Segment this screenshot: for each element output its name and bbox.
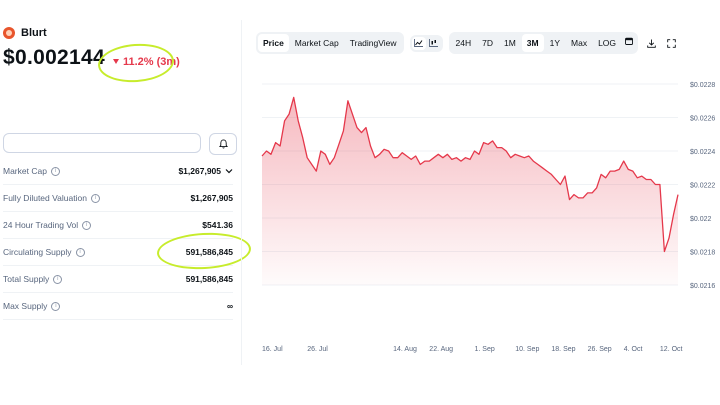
tab-max[interactable]: Max <box>571 38 588 48</box>
price-row: $0.002144 11.2% (3m) <box>3 46 180 70</box>
stat-label: Circulating Supply i <box>3 247 85 257</box>
x-tick-label: 26. Sep <box>588 346 612 353</box>
stat-row-circulating-supply: Circulating Supply i 591,586,845 <box>3 239 233 266</box>
x-tick-label: 14. Aug <box>393 346 417 353</box>
price-series-line <box>261 96 679 253</box>
coin-name: Blurt <box>21 27 47 39</box>
chart-style-tabs <box>409 34 443 52</box>
tab-tradingview[interactable]: TradingView <box>349 38 397 48</box>
stat-value: 591,586,845 <box>185 274 233 284</box>
search-row <box>3 133 237 155</box>
candle-chart-icon[interactable] <box>427 37 441 50</box>
download-icon[interactable] <box>644 35 658 51</box>
coin-info-panel: Blurt $0.002144 11.2% (3m) Market Cap i $… <box>0 0 252 405</box>
x-tick-label: 10. Sep <box>515 346 539 353</box>
y-tick-label: $0.0218 <box>690 250 715 257</box>
price-alert-button[interactable] <box>209 133 237 155</box>
price-chart-svg: $0.0228 $0.0226 $0.0224 $0.0222 $0.022 $0.021… <box>261 82 715 353</box>
price-change-value: 11.2% (3m) <box>122 55 180 68</box>
y-tick-label: $0.0216 <box>690 283 715 290</box>
price-chart[interactable]: $0.0228 $0.0226 $0.0224 $0.0222 $0.022 $0.021… <box>256 72 720 362</box>
price-area-fill <box>262 97 678 286</box>
price-change: 11.2% (3m) <box>112 55 180 68</box>
info-icon[interactable]: i <box>82 220 92 230</box>
y-tick-label: $0.0228 <box>690 82 715 89</box>
chart-type-tabs: Price Market Cap TradingView <box>256 32 404 54</box>
line-chart-icon[interactable] <box>411 36 426 50</box>
y-tick-label: $0.0222 <box>690 183 715 190</box>
stat-label: 24 Hour Trading Vol i <box>3 220 92 230</box>
stat-value: $541.36 <box>202 220 233 230</box>
stat-value: 591,586,845 <box>185 247 233 257</box>
x-tick-label: 26. Jul <box>307 346 328 353</box>
tab-1m[interactable]: 1M <box>503 38 516 48</box>
coin-price: $0.002144 <box>3 46 105 69</box>
panel-divider <box>241 20 242 365</box>
tab-log[interactable]: LOG <box>598 38 617 48</box>
blurt-logo-icon <box>3 27 15 39</box>
search-input[interactable] <box>3 133 201 153</box>
x-tick-label: 22. Aug <box>429 346 453 353</box>
stat-value: ∞ <box>226 301 233 311</box>
tab-price[interactable]: Price <box>258 34 289 52</box>
calendar-icon[interactable] <box>622 34 636 47</box>
stat-label: Fully Diluted Valuation i <box>3 193 100 203</box>
tab-24h[interactable]: 24H <box>455 38 472 48</box>
stat-label: Market Cap i <box>3 166 60 176</box>
x-tick-label: 1. Sep <box>475 346 495 353</box>
y-tick-label: $0.0224 <box>690 149 715 156</box>
stat-row-total-supply: Total Supply i 591,586,845 <box>3 266 233 293</box>
y-tick-label: $0.0226 <box>690 116 715 123</box>
stat-value: $1,267,905 <box>190 193 233 203</box>
stat-label: Total Supply i <box>3 274 63 284</box>
stats-list: Market Cap i $1,267,905 Fully Diluted Val… <box>3 158 233 320</box>
stat-row-max-supply: Max Supply i ∞ <box>3 293 233 320</box>
tab-1y[interactable]: 1Y <box>549 38 561 48</box>
tab-3m[interactable]: 3M <box>521 34 544 52</box>
info-icon[interactable]: i <box>50 166 60 176</box>
range-tabs: 24H 7D 1M 3M 1Y Max LOG <box>448 32 639 54</box>
y-tick-label: $0.022 <box>690 216 712 223</box>
chart-toolbar: Price Market Cap TradingView 24H 7D 1M 3… <box>256 32 678 54</box>
stat-row-market-cap: Market Cap i $1,267,905 <box>3 158 233 185</box>
expand-icon[interactable] <box>664 35 678 51</box>
chevron-down-icon <box>225 169 233 174</box>
info-icon[interactable]: i <box>53 274 63 284</box>
stat-row-volume: 24 Hour Trading Vol i $541.36 <box>3 212 233 239</box>
stat-label: Max Supply i <box>3 301 61 311</box>
x-tick-label: 18. Sep <box>551 346 575 353</box>
info-icon[interactable]: i <box>51 301 61 311</box>
bell-icon <box>218 139 228 149</box>
caret-down-icon <box>112 59 119 64</box>
info-icon[interactable]: i <box>75 247 85 257</box>
tab-market-cap[interactable]: Market Cap <box>294 38 339 48</box>
x-tick-label: 12. Oct <box>660 346 683 353</box>
coin-header: Blurt <box>3 27 47 39</box>
stat-row-fdv: Fully Diluted Valuation i $1,267,905 <box>3 185 233 212</box>
tab-7d[interactable]: 7D <box>482 38 493 48</box>
info-icon[interactable]: i <box>90 193 100 203</box>
x-tick-label: 16. Jul <box>262 346 283 353</box>
x-tick-label: 4. Oct <box>624 346 643 353</box>
stat-value[interactable]: $1,267,905 <box>178 166 233 176</box>
